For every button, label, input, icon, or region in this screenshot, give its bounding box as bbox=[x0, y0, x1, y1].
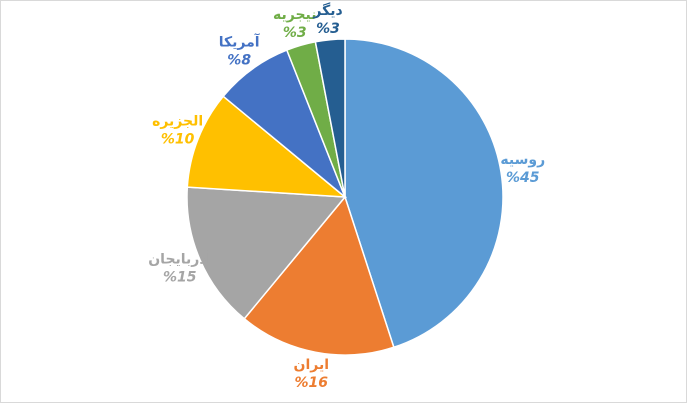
slice-value-label: %15 bbox=[163, 269, 197, 285]
pie-slice bbox=[243, 195, 395, 356]
slice-value-label: %16 bbox=[295, 375, 329, 391]
pie-slice bbox=[344, 38, 504, 349]
slice-label: نیجریه bbox=[273, 7, 317, 23]
slice-label: ایران bbox=[294, 357, 330, 373]
slice-value-label: %10 bbox=[161, 132, 195, 148]
slice-label: روسیه bbox=[500, 152, 545, 168]
slice-value-label: %45 bbox=[506, 170, 540, 186]
slice-label: الجزیره bbox=[152, 114, 203, 130]
pie-slice bbox=[186, 95, 348, 198]
slice-label: دیگر bbox=[312, 2, 342, 19]
slice-value-label: %3 bbox=[316, 21, 340, 37]
pie-slice bbox=[314, 38, 346, 198]
slice-label: آذربایجان bbox=[148, 249, 212, 267]
slice-label: آمریکا bbox=[219, 32, 261, 50]
pie-slice bbox=[186, 186, 347, 320]
slice-value-label: %8 bbox=[227, 52, 251, 68]
slice-value-label: %3 bbox=[283, 25, 307, 41]
